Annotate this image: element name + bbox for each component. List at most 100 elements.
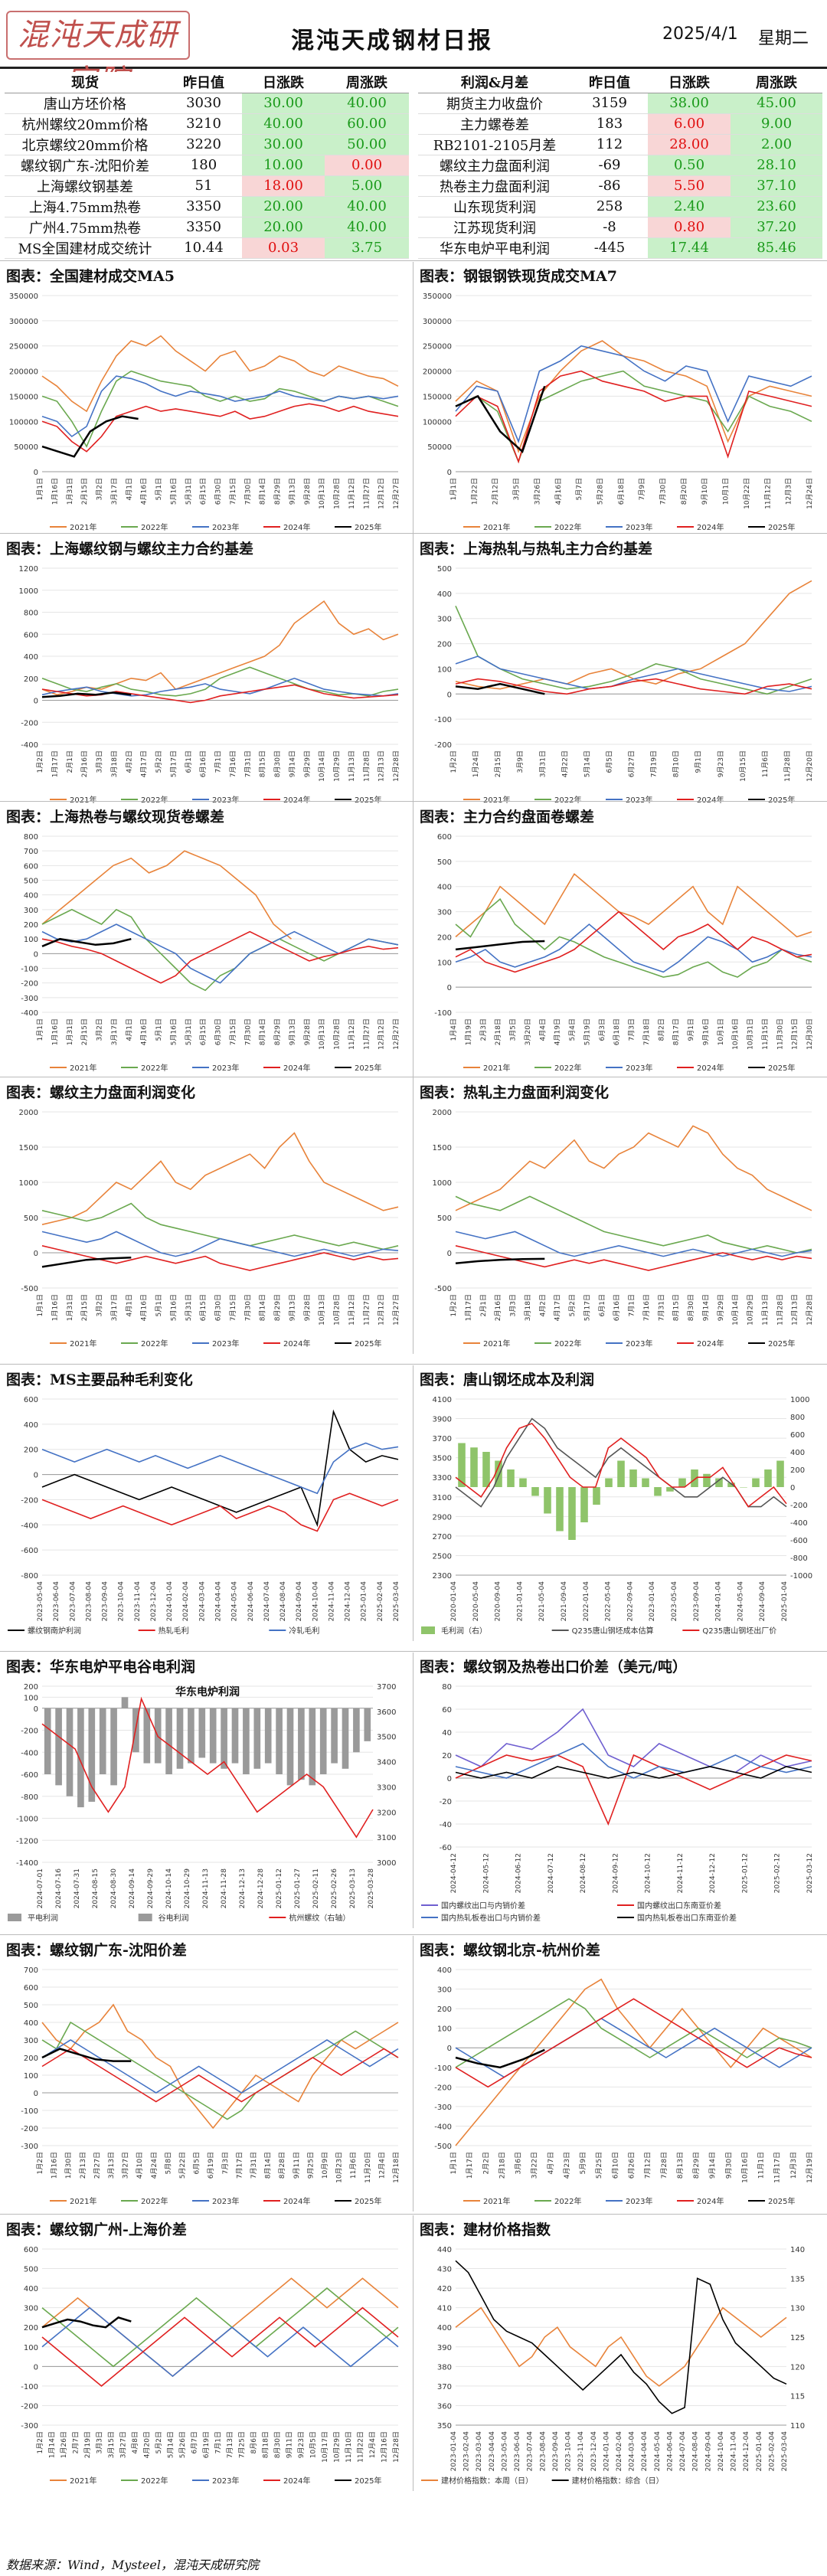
cell-value: 40.00 [242, 113, 325, 135]
x-tick-label: 9月30日 [724, 2152, 733, 2179]
y-tick-label: 0 [34, 1250, 38, 1258]
y-tick-label: 0 [447, 1775, 452, 1783]
x-tick-label: 2025-01-27 [294, 1868, 302, 1908]
legend-label: 2025年 [768, 522, 795, 532]
x-tick-label: 1月30日 [64, 2152, 73, 2179]
x-tick-label: 11月6日 [349, 2152, 358, 2179]
legend-label: 2024年 [283, 2476, 310, 2486]
legend-swatch [8, 1914, 21, 1921]
x-tick-label: 7月25日 [238, 2431, 247, 2458]
x-tick-label: 7月15日 [229, 1294, 237, 1321]
x-tick-label: 3月17日 [110, 478, 119, 505]
table-row: 江苏现货利润 -8 0.80 37.20 [418, 217, 822, 238]
bar [231, 1708, 239, 1764]
x-tick-label: 2023-07-04 [527, 2431, 534, 2472]
divider [0, 801, 827, 802]
bar [286, 1708, 294, 1786]
legend-label: 2024年 [697, 1063, 724, 1073]
y-tick-label: 350 [437, 2422, 452, 2431]
y-tick-label: 200 [437, 2006, 452, 2014]
y2-tick-label: 800 [790, 1414, 805, 1422]
y2-tick-label: -200 [790, 1502, 808, 1510]
x-tick-label: 12月18日 [392, 2152, 400, 2183]
x-tick-label: 2024-11-13 [202, 1868, 210, 1908]
x-tick-label: 4月23日 [563, 2152, 571, 2179]
legend-label: 国内热轧板卷出口与内销价差 [441, 1913, 541, 1923]
cell-value: 0.50 [648, 155, 731, 176]
legend-label: 2022年 [554, 522, 581, 532]
series-line [41, 930, 399, 984]
x-tick-label: 1月16日 [51, 2152, 59, 2179]
y2-tick-label: 130 [790, 2305, 805, 2313]
x-tick-label: 4月16日 [140, 478, 149, 505]
x-tick-label: 11月6日 [761, 750, 770, 777]
x-tick-label: 9月23日 [717, 750, 725, 777]
bar [188, 1708, 194, 1764]
series-line [41, 1442, 399, 1495]
y-tick-label: -1200 [16, 1837, 38, 1845]
legend-label: 2024年 [697, 1339, 724, 1348]
y-tick-label: -600 [21, 1547, 38, 1555]
cell-value: 51 [165, 175, 242, 197]
x-tick-label: 2月7日 [72, 2431, 80, 2453]
y-tick-label: 0 [34, 1472, 38, 1480]
x-tick-label: 3月22日 [531, 2152, 539, 2179]
y-tick-label: 0 [447, 2045, 452, 2053]
chart-9: 2300 2500 2700 2900 3100 3300 3500 3700 3900 4100… [421, 1396, 812, 1636]
series-line [41, 403, 399, 453]
x-tick-label: 6月19日 [202, 2431, 211, 2458]
row-label: 螺纹钢广东-沈阳价差 [5, 155, 165, 176]
x-tick-label: 7月9日 [638, 478, 646, 500]
row-label: 上海4.75mm热卷 [5, 196, 165, 217]
y-tick-label: 300000 [423, 318, 452, 326]
y2-tick-label: 1000 [790, 1396, 809, 1404]
y-tick-label: 50000 [14, 443, 38, 452]
y2-tick-label: 400 [790, 1449, 805, 1457]
chart-14: -300 -200 -100 0 100 200 300 400 500 600 1月2日 1月14日… [21, 2246, 400, 2486]
x-tick-label: 2025-03-04 [781, 2431, 789, 2472]
x-tick-label: 2025-03-12 [806, 1853, 814, 1893]
series-line [455, 1998, 812, 2088]
x-tick-label: 2023-07-04 [69, 1581, 77, 1622]
x-tick-label: 10月15日 [739, 750, 747, 782]
cell-value: 3220 [165, 134, 242, 155]
y-tick-label: 100000 [9, 418, 38, 427]
chart-13: -500 -400 -300 -200 -100 0 100 200 300 400 1月1日 1月1… [434, 1966, 814, 2206]
cell-value: 3210 [165, 113, 242, 135]
x-tick-label: 12月27日 [392, 1294, 400, 1326]
x-tick-label: 2024-06-12 [515, 1853, 523, 1893]
x-tick-label: 4月1日 [125, 478, 133, 500]
x-tick-label: 2024-04-12 [450, 1853, 458, 1893]
chart-title: 图表：上海螺纹钢与螺纹主力合约基差 [6, 541, 254, 557]
y-tick-label: 200000 [423, 368, 452, 377]
y-tick-label: 0 [34, 2363, 38, 2372]
bar [221, 1708, 227, 1769]
x-tick-label: 12月27日 [392, 1018, 400, 1050]
row-label: 山东现货利润 [418, 196, 571, 217]
chart-title: 图表：华东电炉平电谷电利润 [6, 1659, 196, 1675]
col-header: 日涨跌 [648, 72, 731, 93]
divider [413, 2215, 414, 2491]
bar [143, 1708, 151, 1764]
legend-label: 螺纹钢南炉利润 [28, 1626, 81, 1636]
legend-label: 2022年 [141, 522, 168, 532]
x-tick-label: 2024-05-04 [737, 1581, 744, 1622]
x-tick-label: 2024-10-29 [184, 1868, 191, 1909]
chart-title: 图表：MS主要品种毛利变化 [6, 1371, 193, 1388]
divider [413, 1365, 414, 1641]
y-tick-label: 600 [24, 862, 38, 871]
legend-label: 2024年 [697, 522, 724, 532]
x-tick-label: 10月13日 [318, 1294, 326, 1326]
series-line [41, 415, 139, 458]
series-line [455, 1978, 812, 2146]
bar [642, 1478, 649, 1487]
bar [243, 1708, 250, 1774]
y-tick-label: 50000 [427, 443, 452, 452]
x-tick-label: 9月11日 [286, 2431, 294, 2458]
x-tick-label: 2023-10-04 [118, 1581, 126, 1622]
legend-label: 2024年 [283, 522, 310, 532]
x-tick-label: 10月1日 [717, 1018, 725, 1045]
x-tick-label: 1月1日 [36, 478, 44, 500]
x-tick-label: 3月5日 [512, 478, 521, 500]
y-tick-label: 600 [24, 2246, 38, 2254]
